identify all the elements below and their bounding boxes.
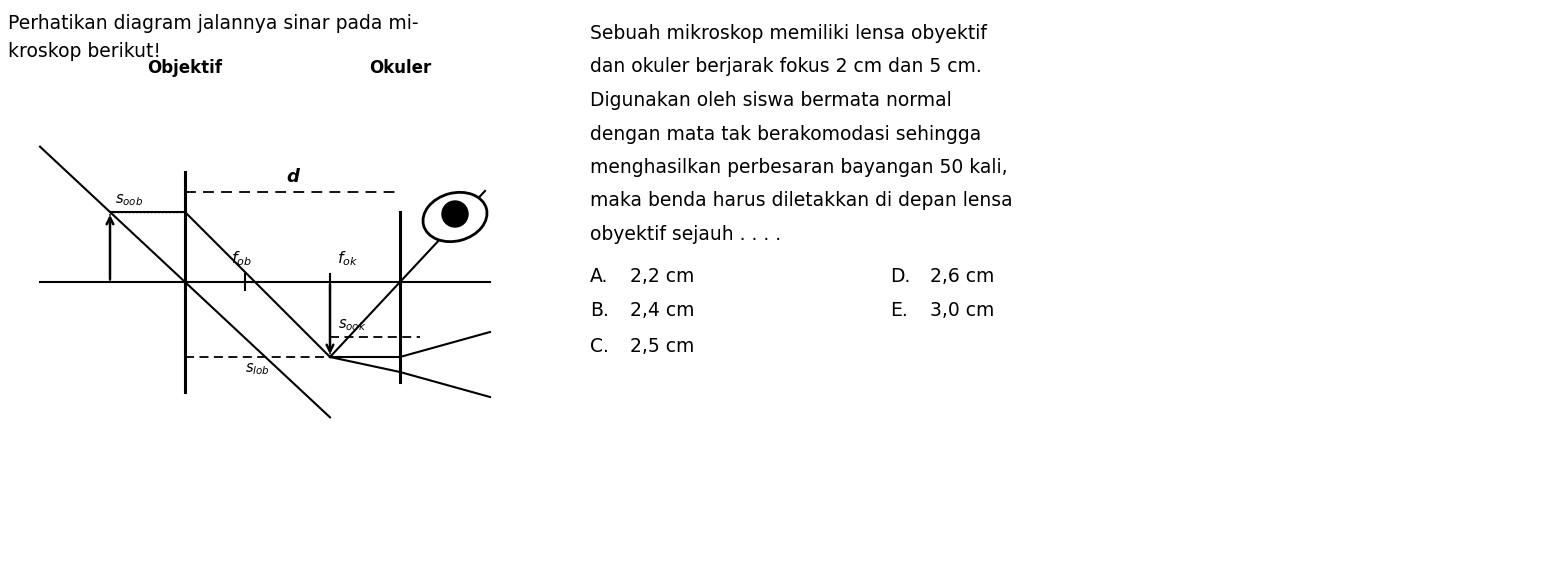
Text: Objektif: Objektif (147, 59, 222, 77)
Text: menghasilkan perbesaran bayangan 50 kali,: menghasilkan perbesaran bayangan 50 kali… (589, 158, 1008, 177)
Text: maka benda harus diletakkan di depan lensa: maka benda harus diletakkan di depan len… (589, 192, 1013, 210)
Ellipse shape (423, 192, 487, 241)
Text: 2,2 cm: 2,2 cm (630, 267, 695, 285)
Text: $f_{ob}$: $f_{ob}$ (231, 249, 253, 268)
Text: dengan mata tak berakomodasi sehingga: dengan mata tak berakomodasi sehingga (589, 125, 982, 144)
Text: kroskop berikut!: kroskop berikut! (8, 42, 161, 61)
Text: D.: D. (890, 267, 910, 285)
Text: Perhatikan diagram jalannya sinar pada mi-: Perhatikan diagram jalannya sinar pada m… (8, 14, 419, 33)
Text: Sebuah mikroskop memiliki lensa obyektif: Sebuah mikroskop memiliki lensa obyektif (589, 24, 986, 43)
Text: C.: C. (589, 336, 610, 356)
Text: A.: A. (589, 267, 608, 285)
Text: 2,5 cm: 2,5 cm (630, 336, 695, 356)
Text: E.: E. (890, 301, 907, 320)
Text: Digunakan oleh siswa bermata normal: Digunakan oleh siswa bermata normal (589, 91, 952, 110)
Text: 3,0 cm: 3,0 cm (931, 301, 994, 320)
Text: $s_{ook}$: $s_{ook}$ (338, 317, 366, 333)
Text: 2,4 cm: 2,4 cm (630, 301, 695, 320)
Text: d: d (285, 168, 299, 186)
Text: dan okuler berjarak fokus 2 cm dan 5 cm.: dan okuler berjarak fokus 2 cm dan 5 cm. (589, 58, 982, 77)
Ellipse shape (442, 201, 468, 227)
Text: obyektif sejauh . . . .: obyektif sejauh . . . . (589, 225, 782, 244)
Text: $s_{lob}$: $s_{lob}$ (245, 361, 270, 377)
Text: 2,6 cm: 2,6 cm (931, 267, 994, 285)
Text: $s_{oob}$: $s_{oob}$ (115, 192, 143, 208)
Text: Okuler: Okuler (369, 59, 431, 77)
Text: B.: B. (589, 301, 610, 320)
Text: $f_{ok}$: $f_{ok}$ (338, 249, 358, 268)
